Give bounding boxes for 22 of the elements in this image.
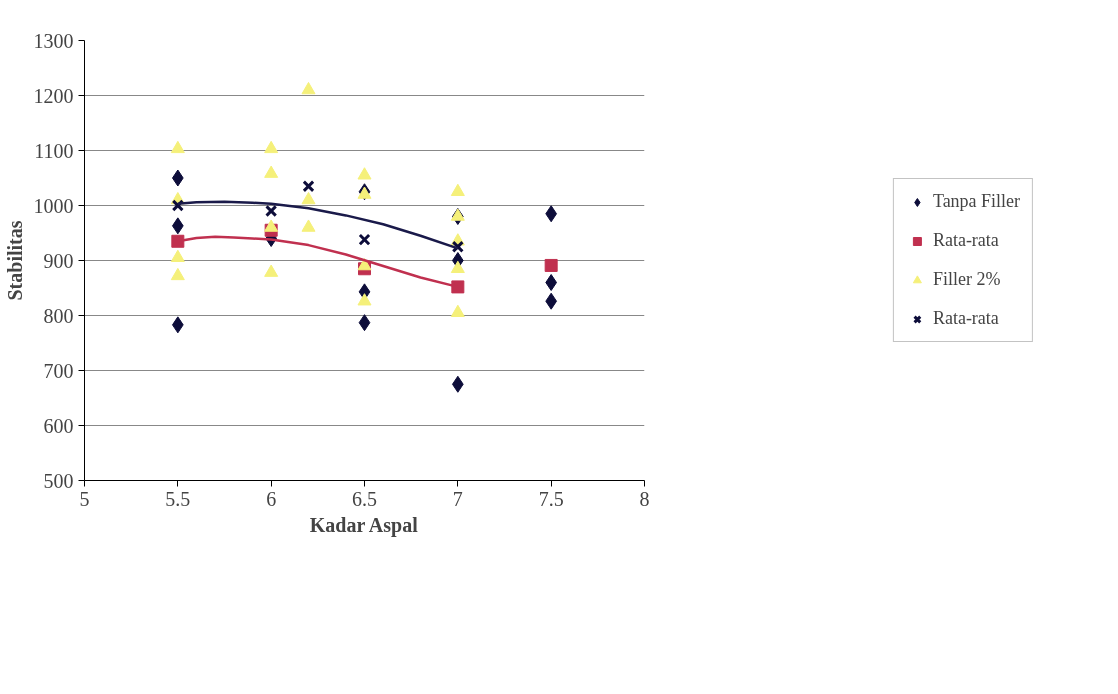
- y-tick-label: 1200: [33, 84, 74, 107]
- y-axis-title: Stabilitas: [3, 220, 26, 301]
- y-tick-label: 1100: [34, 139, 74, 162]
- legend-label: Rata-rata: [932, 230, 999, 251]
- x-tick-label: 7.5: [538, 487, 564, 510]
- y-tick-label: 800: [43, 304, 74, 327]
- y-tick-label: 1300: [33, 29, 74, 52]
- x-tick-label: 5: [79, 487, 90, 510]
- y-tick-label: 500: [43, 469, 74, 492]
- y-tick-label: 600: [43, 414, 74, 437]
- legend-label: Tanpa Filler: [932, 191, 1021, 212]
- y-tick-label: 1000: [33, 194, 74, 217]
- y-tick-label: 900: [43, 249, 74, 272]
- x-tick-label: 7: [452, 487, 463, 510]
- legend-label: Rata-rata: [932, 308, 999, 329]
- x-tick-label: 8: [639, 487, 650, 510]
- x-tick-label: 6.5: [352, 487, 377, 510]
- x-tick-label: 6: [266, 487, 277, 510]
- y-tick-label: 700: [43, 359, 74, 382]
- x-tick-label: 5.5: [165, 487, 191, 510]
- legend-label: Filler 2%: [932, 269, 1001, 290]
- x-axis-title: Kadar Aspal: [309, 513, 419, 537]
